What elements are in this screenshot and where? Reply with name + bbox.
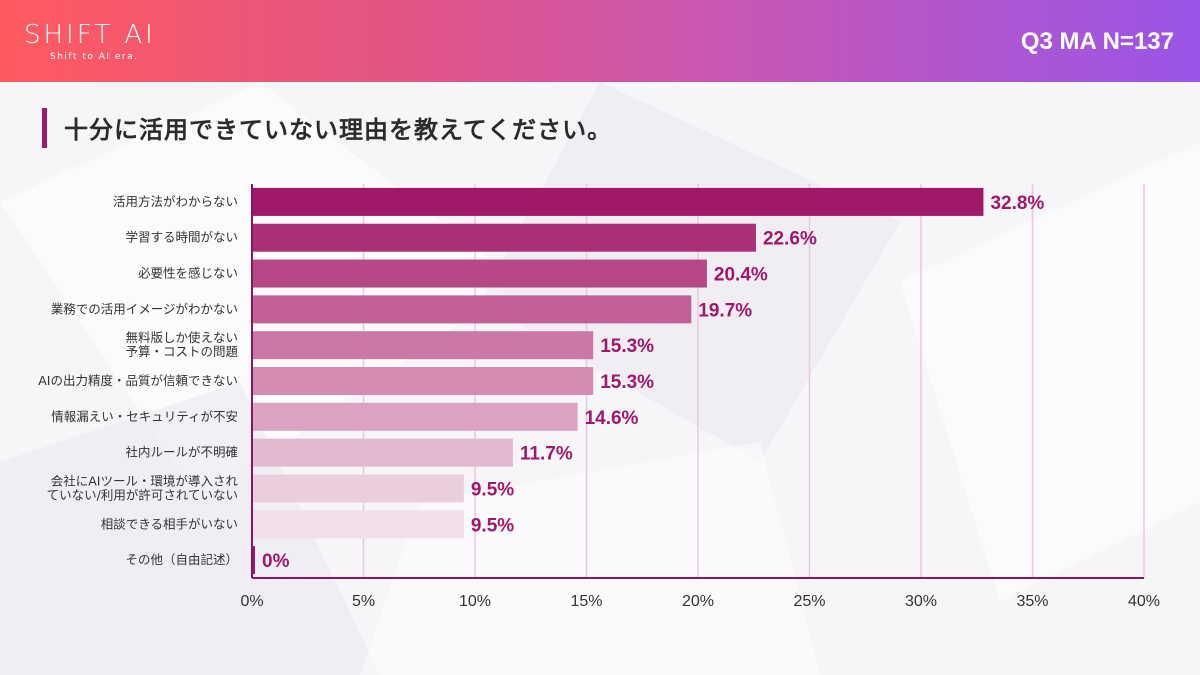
- category-label: 社内ルールが不明確: [125, 445, 238, 460]
- x-tick-label: 20%: [682, 593, 714, 610]
- bar: [252, 331, 594, 360]
- value-label: 15.3%: [600, 336, 654, 357]
- bar: [252, 438, 513, 467]
- x-tick-label: 35%: [1016, 593, 1048, 610]
- x-tick-label: 10%: [459, 593, 491, 610]
- category-label: 活用方法がわからない: [113, 194, 238, 209]
- logo: SHIFT AI: [24, 20, 156, 50]
- category-label: 業務での活用イメージがわかない: [51, 301, 238, 316]
- title-accent-bar: [42, 108, 47, 148]
- value-label: 32.8%: [990, 193, 1044, 214]
- x-tick-label: 5%: [352, 593, 375, 610]
- chart-title: 十分に活用できていない理由を教えてください。: [64, 116, 613, 144]
- bar: [252, 474, 464, 503]
- bar: [252, 295, 692, 324]
- category-label: 学習する時間がない: [125, 230, 238, 245]
- value-label: 0%: [262, 551, 290, 572]
- x-tick-label: 15%: [570, 593, 602, 610]
- value-label: 22.6%: [763, 229, 817, 250]
- category-label: AIの出力精度・品質が信頼できない: [38, 373, 238, 388]
- header-banner: SHIFT AI Shift to AI era. Q3 MA N=137: [0, 0, 1200, 82]
- bar: [252, 546, 255, 575]
- value-label: 20.4%: [714, 265, 768, 286]
- category-label: 必要性を感じない: [138, 266, 238, 281]
- bar: [252, 187, 984, 216]
- x-tick-label: 40%: [1128, 593, 1160, 610]
- category-label: ていない/利用が許可されていない: [47, 487, 238, 502]
- value-label: 14.6%: [585, 408, 639, 429]
- category-label: 予算・コストの問題: [125, 344, 238, 359]
- value-label: 9.5%: [471, 479, 514, 500]
- category-label: 情報漏えい・セキュリティが不安: [51, 409, 238, 424]
- category-label: 会社にAIツール・環境が導入され: [51, 473, 239, 488]
- value-label: 19.7%: [698, 300, 752, 321]
- bar: [252, 402, 578, 431]
- value-label: 9.5%: [471, 515, 514, 536]
- category-label: 無料版しか使えない: [125, 330, 238, 345]
- value-label: 11.7%: [520, 444, 573, 465]
- category-label: その他（自由記述）: [125, 552, 238, 567]
- question-label: Q3 MA N=137: [1020, 28, 1174, 55]
- bar: [252, 510, 464, 539]
- logo-tagline: Shift to AI era.: [50, 52, 139, 62]
- bar: [252, 223, 756, 252]
- bar: [252, 259, 707, 288]
- x-tick-label: 0%: [240, 593, 263, 610]
- bar: [252, 367, 594, 395]
- category-label: 相談できる相手がいない: [101, 516, 238, 531]
- x-tick-label: 30%: [905, 593, 937, 610]
- value-label: 15.3%: [600, 372, 654, 393]
- x-tick-label: 25%: [793, 593, 825, 610]
